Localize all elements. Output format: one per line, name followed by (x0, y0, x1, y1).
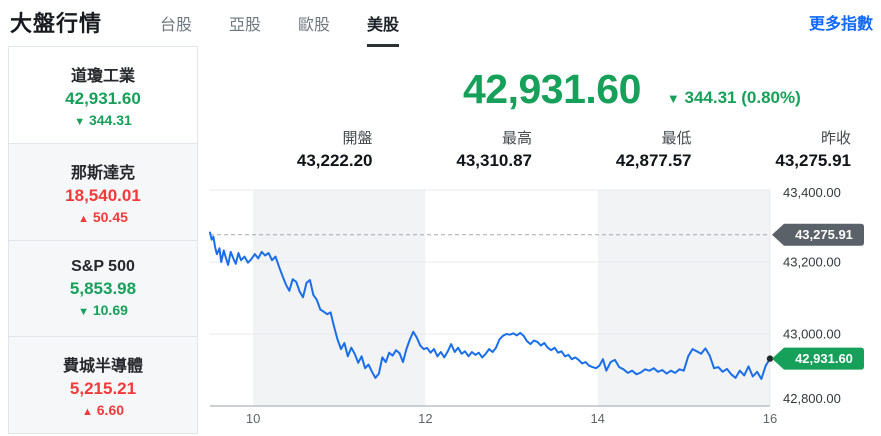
down-triangle-icon: ▼ (74, 115, 86, 128)
index-change: ▼ 344.31 (74, 112, 132, 128)
stat-label: 最低 (661, 130, 692, 147)
price-line (209, 231, 771, 380)
index-change-value: 10.69 (92, 302, 128, 319)
more-indices-link[interactable]: 更多指數 (808, 16, 873, 33)
market-tabs: 台股 亞股 歐股 美股 (160, 11, 400, 47)
y-axis-tick-label: 43,400.00 (783, 185, 841, 200)
down-triangle-icon: ▼ (666, 91, 680, 106)
y-axis-tick-label: 43,000.00 (783, 327, 841, 342)
index-name: 道瓊工業 (70, 67, 135, 85)
last-price-dot (766, 355, 774, 362)
prev-close-badge-label: 43,275.91 (795, 227, 853, 242)
sidebar-item-dow-jones[interactable]: 道瓊工業 42,931.60 ▼ 344.31 (9, 47, 197, 144)
tab-us-stocks[interactable]: 美股 (367, 11, 400, 47)
prev-close-badge (772, 223, 864, 246)
index-price: 42,931.60 (65, 88, 141, 108)
down-triangle-icon: ▼ (78, 306, 89, 319)
up-triangle-icon: ▲ (78, 212, 89, 225)
index-name: 費城半導體 (62, 358, 143, 376)
current-quote: 42,931.60 ▼ 344.31 (0.80%) (463, 66, 801, 113)
tab-asia-stocks[interactable]: 亞股 (229, 17, 262, 34)
sidebar-item-sp500[interactable]: S&P 500 5,853.98 ▼ 10.69 (9, 240, 197, 338)
index-price: 18,540.01 (65, 185, 141, 205)
stat-value: 43,310.87 (456, 151, 532, 170)
index-change-value: 6.60 (96, 402, 125, 419)
index-change-value: 344.31 (88, 111, 132, 128)
index-price: 5,215.21 (69, 379, 137, 399)
stat-open: 開盤 43,222.20 (213, 127, 373, 171)
stat-value: 42,877.57 (615, 151, 692, 170)
index-sidebar: 道瓊工業 42,931.60 ▼ 344.31 那斯達克 18,540.01 ▲… (8, 46, 198, 434)
stat-label: 昨收 (820, 130, 851, 147)
x-axis-tick-label: 14 (590, 411, 604, 426)
index-change-value: 50.45 (92, 208, 128, 225)
stat-low: 最低 42,877.57 (532, 127, 692, 171)
ohlc-stats-row: 開盤 43,222.20 最高 43,310.87 最低 42,877.57 昨… (213, 127, 851, 171)
tab-taiwan-stocks[interactable]: 台股 (160, 17, 193, 34)
index-change: ▲ 6.60 (82, 402, 124, 418)
current-change-value: 344.31 (0.80%) (684, 88, 801, 107)
session-band (253, 190, 426, 406)
sidebar-item-nasdaq[interactable]: 那斯達克 18,540.01 ▲ 50.45 (9, 143, 197, 241)
stat-value: 43,275.91 (775, 151, 851, 170)
y-axis-tick-label: 43,200.00 (783, 255, 841, 270)
last-price-badge-label: 42,931.60 (795, 351, 853, 366)
x-axis-tick-label: 12 (418, 411, 432, 426)
index-name: 那斯達克 (70, 164, 135, 182)
index-change: ▲ 50.45 (78, 209, 128, 225)
index-name: S&P 500 (71, 258, 135, 276)
stat-prev-close: 昨收 43,275.91 (692, 127, 851, 171)
x-axis-tick-label: 10 (246, 411, 260, 426)
up-triangle-icon: ▲ (81, 406, 93, 419)
y-axis-tick-label: 42,800.00 (783, 391, 841, 406)
stat-high: 最高 43,310.87 (373, 127, 532, 171)
last-price-badge (772, 347, 864, 370)
index-price: 5,853.98 (69, 279, 137, 299)
page-title: 大盤行情 (10, 11, 103, 36)
sidebar-item-phlx-semiconductor[interactable]: 費城半導體 5,215.21 ▲ 6.60 (9, 337, 197, 433)
current-change: ▼ 344.31 (0.80%) (667, 88, 801, 108)
stat-label: 最高 (501, 130, 532, 147)
stat-label: 開盤 (342, 130, 373, 147)
current-price: 42,931.60 (463, 66, 641, 112)
index-change: ▼ 10.69 (78, 302, 128, 318)
x-axis-tick-label: 16 (763, 411, 777, 426)
tab-europe-stocks[interactable]: 歐股 (298, 17, 331, 34)
stat-value: 43,222.20 (296, 151, 373, 170)
